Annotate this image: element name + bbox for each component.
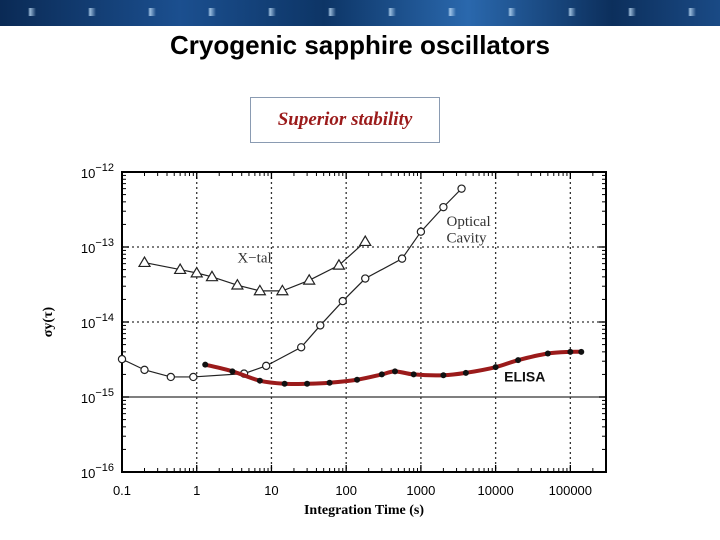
elisa-point (281, 380, 288, 387)
elisa-point (515, 357, 522, 364)
y-tick-label: 10−14 (81, 312, 114, 331)
elisa-point (462, 369, 469, 376)
elisa-point (391, 368, 398, 375)
elisa-point (492, 364, 499, 371)
series-line-optical-cavity (121, 188, 462, 378)
elisa-point (567, 348, 574, 355)
elisa-point (410, 371, 417, 378)
xtal-point (275, 284, 289, 296)
callout-box: Superior stability (250, 97, 440, 143)
xtal-point (230, 278, 244, 290)
y-tick-label: 10−15 (81, 387, 114, 406)
annotation-cavity: Cavity (446, 230, 486, 246)
elisa-point (378, 371, 385, 378)
y-tick-label: 10−16 (81, 462, 114, 481)
grid-lines (122, 172, 606, 472)
y-tick-label: 10−13 (81, 237, 114, 256)
optical-cavity-point (166, 372, 176, 382)
header-banner-lights (0, 8, 720, 16)
optical-cavity-point (316, 321, 325, 330)
elisa-point (256, 377, 263, 384)
optical-cavity-point (416, 227, 426, 236)
elisa-point (354, 376, 361, 383)
elisa-point (202, 361, 209, 368)
optical-cavity-point (457, 184, 466, 193)
xtal-point (302, 273, 316, 285)
xtal-point (358, 234, 372, 247)
x-tick-label: 1000 (406, 483, 435, 498)
x-tick-label: 100 (335, 483, 357, 498)
elisa-point (544, 350, 551, 357)
x-axis-label: Integration Time (s) (304, 503, 424, 518)
annotation-elisa: ELISA (504, 369, 545, 385)
xtal-point (332, 258, 346, 270)
optical-cavity-point (140, 365, 149, 375)
axis-ticks (121, 171, 607, 473)
elisa-point (440, 372, 447, 379)
header-banner (0, 0, 720, 26)
optical-cavity-point (117, 354, 127, 364)
x-tick-label: 1 (193, 483, 200, 498)
xtal-point (205, 270, 219, 282)
xtal-point (190, 266, 204, 278)
optical-cavity-point (397, 254, 407, 263)
annotation-x-tal: X−tal (237, 251, 271, 267)
elisa-point (326, 379, 333, 386)
xtal-point (253, 284, 267, 296)
xtal-point (173, 262, 187, 275)
optical-cavity-point (261, 361, 271, 371)
elisa-point (304, 380, 311, 387)
annotation-optical: Optical (446, 214, 490, 230)
slide-title: Cryogenic sapphire oscillators (169, 30, 550, 60)
elisa-point (229, 368, 236, 375)
series-line-x-tal (144, 241, 366, 292)
x-tick-label: 0.1 (113, 483, 131, 498)
x-tick-label: 100000 (549, 483, 592, 498)
xtal-point (137, 255, 152, 268)
optical-cavity-point (361, 274, 370, 283)
callout-text: Superior stability (277, 109, 413, 130)
optical-cavity-point (296, 343, 306, 352)
y-tick-label: 10−12 (81, 162, 114, 181)
optical-cavity-point (338, 296, 347, 306)
optical-cavity-point (189, 372, 198, 382)
axis-labels: 0.1 1 10 100 1000 10000 100000 10−12 10−13 10−14 1… (41, 162, 592, 518)
x-tick-label: 10 (264, 483, 278, 498)
y-axis-label: σy(τ) (41, 306, 56, 337)
x-tick-label: 10000 (478, 483, 514, 498)
optical-cavity-point (439, 202, 448, 212)
series-group (117, 184, 585, 387)
elisa-point (578, 348, 585, 355)
